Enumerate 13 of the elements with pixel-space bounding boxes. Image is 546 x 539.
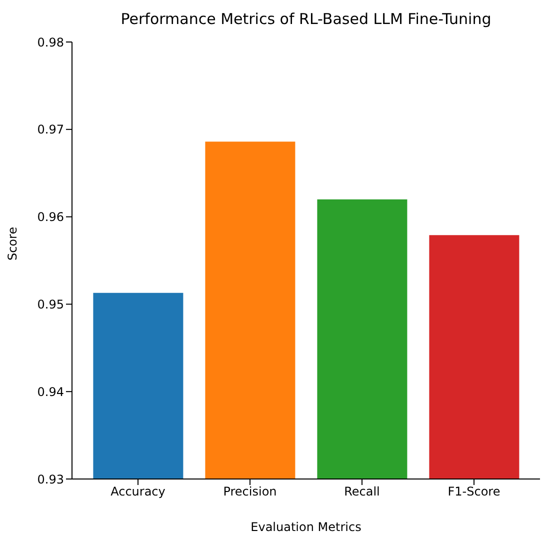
y-tick-label: 0.94 xyxy=(37,384,64,399)
chart-title: Performance Metrics of RL-Based LLM Fine-Tuning xyxy=(120,10,492,28)
x-axis-title: Evaluation Metrics xyxy=(250,520,362,534)
y-axis-title: Score xyxy=(5,226,20,260)
y-tick-label: 0.95 xyxy=(37,297,64,312)
y-tick-label: 0.96 xyxy=(37,210,64,224)
y-tick-label: 0.97 xyxy=(37,122,64,137)
y-tick-label: 0.98 xyxy=(37,35,64,50)
x-tick-label: F1-Score xyxy=(448,484,500,499)
x-tick-label: Accuracy xyxy=(110,484,166,499)
y-tick-label: 0.93 xyxy=(37,472,64,486)
x-tick-label: Precision xyxy=(223,484,277,499)
x-tick-label: Recall xyxy=(344,484,380,499)
